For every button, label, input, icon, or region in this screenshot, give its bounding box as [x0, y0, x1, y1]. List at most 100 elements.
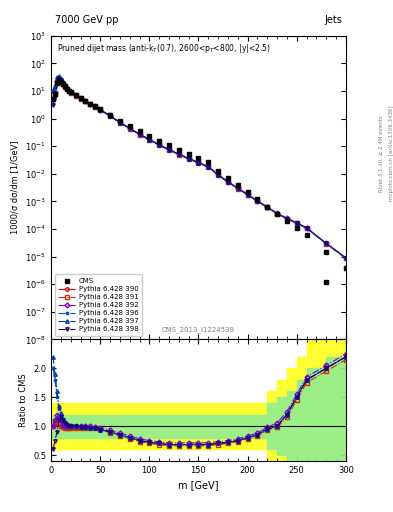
- Pythia 6.428 391: [285, 216, 289, 222]
- Pythia 6.428 397: [206, 164, 211, 170]
- Pythia 6.428 398: [196, 160, 201, 166]
- Pythia 6.428 391: [206, 164, 211, 170]
- Pythia 6.428 397: [285, 216, 289, 222]
- Pythia 6.428 397: [55, 74, 59, 80]
- Pythia 6.428 396: [157, 142, 162, 148]
- Pythia 6.428 397: [108, 113, 112, 119]
- Pythia 6.428 390: [216, 172, 220, 178]
- Pythia 6.428 392: [59, 78, 63, 84]
- Pythia 6.428 392: [226, 179, 230, 185]
- Pythia 6.428 391: [147, 137, 152, 143]
- Pythia 6.428 392: [51, 96, 55, 102]
- Pythia 6.428 390: [245, 191, 250, 198]
- Pythia 6.428 391: [226, 179, 230, 185]
- CMS: [83, 97, 88, 103]
- Pythia 6.428 396: [57, 74, 61, 80]
- Pythia 6.428 397: [157, 142, 162, 148]
- Pythia 6.428 390: [167, 146, 171, 153]
- Pythia 6.428 398: [118, 119, 122, 125]
- CMS: [324, 249, 329, 255]
- Pythia 6.428 390: [68, 90, 73, 96]
- Pythia 6.428 392: [62, 83, 67, 89]
- Pythia 6.428 391: [343, 255, 348, 262]
- Pythia 6.428 397: [167, 146, 171, 153]
- Pythia 6.428 391: [66, 89, 71, 95]
- Pythia 6.428 397: [53, 83, 57, 89]
- Pythia 6.428 396: [53, 83, 57, 90]
- CMS: [343, 265, 348, 271]
- Pythia 6.428 397: [294, 220, 299, 226]
- Pythia 6.428 396: [324, 240, 329, 246]
- Pythia 6.428 398: [186, 156, 191, 162]
- Pythia 6.428 392: [275, 210, 279, 216]
- Pythia 6.428 391: [93, 103, 98, 110]
- Pythia 6.428 390: [73, 93, 78, 99]
- CMS: [255, 196, 260, 202]
- Pythia 6.428 391: [186, 156, 191, 162]
- CMS: [275, 210, 279, 217]
- Pythia 6.428 396: [186, 156, 191, 162]
- Pythia 6.428 392: [176, 151, 181, 157]
- Pythia 6.428 390: [235, 185, 240, 191]
- Pythia 6.428 397: [343, 255, 348, 261]
- CMS: [78, 95, 83, 101]
- Pythia 6.428 397: [186, 156, 191, 162]
- Pythia 6.428 391: [255, 198, 260, 204]
- Pythia 6.428 390: [61, 81, 65, 88]
- Pythia 6.428 396: [137, 131, 142, 137]
- Pythia 6.428 391: [64, 86, 69, 92]
- Pythia 6.428 396: [93, 104, 98, 110]
- Pythia 6.428 397: [226, 179, 230, 185]
- Pythia 6.428 398: [73, 92, 78, 98]
- Pythia 6.428 398: [61, 80, 65, 86]
- Pythia 6.428 396: [226, 179, 230, 185]
- Pythia 6.428 396: [265, 204, 270, 210]
- Pythia 6.428 396: [294, 220, 299, 226]
- Pythia 6.428 391: [265, 204, 270, 210]
- Pythia 6.428 396: [343, 255, 348, 261]
- Pythia 6.428 398: [127, 125, 132, 132]
- Pythia 6.428 397: [196, 160, 201, 166]
- Pythia 6.428 397: [245, 191, 250, 198]
- Pythia 6.428 390: [226, 179, 230, 185]
- CMS: [118, 117, 122, 123]
- Pythia 6.428 397: [118, 119, 122, 125]
- Pythia 6.428 392: [265, 204, 270, 210]
- CMS: [88, 100, 93, 106]
- Pythia 6.428 398: [206, 164, 211, 170]
- Pythia 6.428 397: [73, 92, 78, 98]
- Pythia 6.428 398: [68, 89, 73, 95]
- Pythia 6.428 398: [55, 81, 59, 87]
- Pythia 6.428 390: [53, 90, 57, 96]
- Pythia 6.428 397: [275, 210, 279, 217]
- Pythia 6.428 392: [53, 90, 57, 96]
- Text: 7000 GeV pp: 7000 GeV pp: [55, 15, 119, 25]
- Pythia 6.428 392: [78, 95, 83, 101]
- Pythia 6.428 397: [304, 225, 309, 231]
- Pythia 6.428 397: [83, 98, 88, 104]
- Pythia 6.428 390: [285, 216, 289, 222]
- Pythia 6.428 398: [57, 76, 61, 82]
- Pythia 6.428 398: [226, 179, 230, 185]
- CMS: [51, 96, 55, 102]
- Pythia 6.428 396: [83, 98, 88, 104]
- Pythia 6.428 390: [59, 78, 63, 84]
- Pythia 6.428 392: [245, 191, 250, 197]
- CMS: [73, 92, 78, 98]
- Pythia 6.428 398: [66, 88, 71, 94]
- Pythia 6.428 390: [265, 204, 270, 210]
- Pythia 6.428 397: [78, 95, 83, 101]
- Pythia 6.428 396: [245, 191, 250, 198]
- Line: CMS: CMS: [51, 78, 348, 270]
- Pythia 6.428 396: [196, 160, 201, 166]
- Pythia 6.428 391: [59, 78, 63, 84]
- Pythia 6.428 390: [108, 113, 112, 119]
- Pythia 6.428 391: [78, 95, 83, 101]
- Pythia 6.428 397: [127, 125, 132, 132]
- Pythia 6.428 391: [118, 120, 122, 126]
- Pythia 6.428 397: [93, 104, 98, 110]
- Pythia 6.428 391: [98, 106, 103, 113]
- CMS: [53, 91, 57, 97]
- Pythia 6.428 396: [88, 101, 93, 107]
- Pythia 6.428 390: [64, 86, 69, 92]
